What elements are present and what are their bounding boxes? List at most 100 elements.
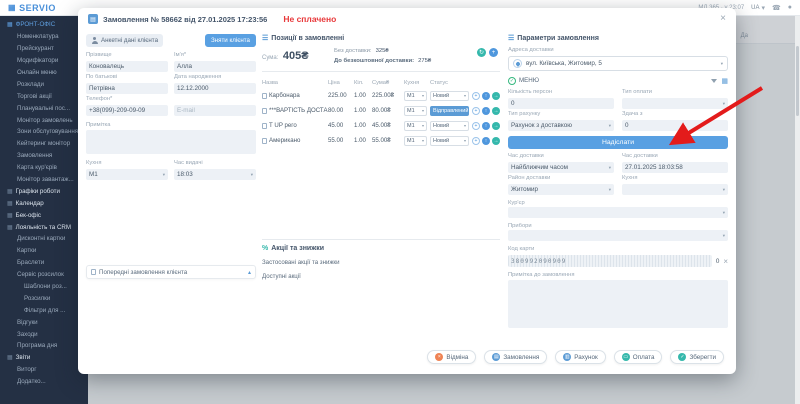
promos-available-row[interactable]: Доступні акції <box>262 273 301 280</box>
send-button[interactable]: Надіслати <box>508 136 728 149</box>
lastname-input[interactable]: Коновалець <box>86 61 168 72</box>
sidebar-item[interactable]: ▦ Розсилки <box>0 292 88 304</box>
sidebar-item[interactable]: ▦ Номенклатура <box>0 31 88 43</box>
issue-time-select[interactable]: 18:03 ▾ <box>174 169 256 180</box>
sidebar-item[interactable]: ▦ Фільтри для ... <box>0 304 88 316</box>
patronymic-input[interactable]: Петрівна <box>86 83 168 94</box>
change-input[interactable]: 0 <box>622 120 728 131</box>
language-selector[interactable]: UA ▾ <box>751 4 765 12</box>
district-select[interactable]: Житомир ▾ <box>508 184 614 195</box>
payment-type-select[interactable]: ▾ <box>622 98 728 109</box>
row-add-icon[interactable]: + <box>472 106 480 115</box>
sidebar-item[interactable]: ▦ Календар <box>0 197 88 209</box>
sidebar-item[interactable]: ▦ Дисконтні картки <box>0 233 88 245</box>
row-send-icon[interactable]: → <box>492 106 500 115</box>
row-send-icon[interactable]: → <box>492 121 500 130</box>
kitchen-select[interactable]: М1 ▾ <box>86 169 168 180</box>
item-kitchen-select[interactable]: М1 ▾ <box>404 105 427 116</box>
footer-button[interactable]: ▥ Рахунок <box>555 350 606 364</box>
sidebar-item[interactable]: ▦ Лояльність та CRM ▾ <box>0 221 88 233</box>
promos-applied-row[interactable]: Застосовані акції та знижки <box>262 259 340 266</box>
item-status-select[interactable]: Новий ▾ <box>430 135 469 146</box>
client-note-input[interactable] <box>86 130 256 154</box>
footer-button[interactable]: × Відміна <box>427 350 477 364</box>
row-up-icon[interactable]: ↑ <box>482 121 490 130</box>
sidebar-item[interactable]: ▦ Шаблони роз... <box>0 281 88 293</box>
section-icon: ▦ <box>7 188 13 195</box>
row-add-icon[interactable]: + <box>472 136 480 145</box>
sidebar-item[interactable]: ▦ Замовлення <box>0 150 88 162</box>
invoice-type-select[interactable]: Рахунок з доставкою ▾ <box>508 120 614 131</box>
menu-grid-icon[interactable]: ▦ <box>721 77 728 85</box>
row-send-icon[interactable]: → <box>492 136 500 145</box>
phone-icon[interactable]: ☎ <box>772 4 781 12</box>
firstname-input[interactable]: Алла <box>174 61 256 72</box>
sidebar-item[interactable]: ▦ Прейскурант <box>0 43 88 55</box>
sidebar-item[interactable]: ▦ Торгові акції <box>0 90 88 102</box>
row-add-icon[interactable]: + <box>472 121 480 130</box>
footer-button[interactable]: ✓ Зберегти <box>670 350 724 364</box>
persons-input[interactable]: 0 <box>508 98 614 109</box>
email-input[interactable]: E-mail <box>174 105 256 116</box>
item-status-select[interactable]: Відправлений ▾ <box>430 105 469 116</box>
sidebar-item[interactable]: ▦ Зони обслуговування <box>0 126 88 138</box>
close-icon[interactable]: × <box>720 13 726 24</box>
item-kitchen-select[interactable]: М1 ▾ <box>404 90 427 101</box>
sidebar-item[interactable]: ▦ Кейтеринг монітор <box>0 138 88 150</box>
delivery-address-select[interactable]: вул. Київська, Житомир, 5 ▾ <box>508 56 728 71</box>
sidebar-item[interactable]: ▦ Браслети <box>0 257 88 269</box>
previous-orders-toggle[interactable]: Попередні замовлення клієнта ▴ <box>86 265 256 279</box>
item-status-select[interactable]: Новий ▾ <box>430 120 469 131</box>
remove-client-button[interactable]: Зняти клієнта <box>204 34 256 47</box>
footer-button[interactable]: ▭ Оплата <box>613 350 663 364</box>
order-note-input[interactable] <box>508 280 728 328</box>
sidebar-item[interactable]: ▦ ФРОНТ-ОФІС <box>0 19 88 31</box>
refresh-icon[interactable]: ↻ <box>477 48 486 57</box>
birthdate-input[interactable]: 12.12.2000 <box>174 83 256 94</box>
sidebar-item[interactable]: ▦ Звіти <box>0 352 88 364</box>
sidebar-item[interactable]: ▦ Картки <box>0 245 88 257</box>
row-up-icon[interactable]: ↑ <box>482 136 490 145</box>
sidebar-item[interactable]: ▦ Монітор замовлень <box>0 114 88 126</box>
sidebar-item[interactable]: ▦ Сервіс розсилок ▾ <box>0 269 88 281</box>
item-status-select[interactable]: Новий ▾ <box>430 90 469 101</box>
clear-card-icon[interactable]: × <box>723 256 728 266</box>
footer-button-icon: ✓ <box>678 353 687 361</box>
sidebar-item[interactable]: ▦ Карта кур'єрів <box>0 162 88 174</box>
params-kitchen-select[interactable]: ▾ <box>622 184 728 195</box>
user-icon[interactable]: ● <box>787 4 792 11</box>
sidebar-item[interactable]: ▦ Відгуки <box>0 316 88 328</box>
add-item-icon[interactable]: + <box>489 48 498 57</box>
row-up-icon[interactable]: ↑ <box>482 91 490 100</box>
tab-client-data[interactable]: Анкетні дані клієнта <box>86 34 164 47</box>
row-add-icon[interactable]: + <box>472 91 480 100</box>
sidebar-item[interactable]: ▦ Графіки роботи <box>0 185 88 197</box>
card-code-value[interactable]: 380992090909 <box>508 255 712 267</box>
sidebar-item[interactable]: ▦ Розклади <box>0 78 88 90</box>
row-send-icon[interactable]: → <box>492 91 500 100</box>
sidebar-item[interactable]: ▦ Модифікатори <box>0 55 88 67</box>
order-note-label: Примітка до замовлення <box>508 272 575 278</box>
payment-status-badge: Не сплачено <box>283 14 337 24</box>
item-qty: 1.00 <box>354 137 366 144</box>
sidebar-item[interactable]: ▦ Монітор завантаж... <box>0 174 88 186</box>
funnel-icon[interactable] <box>711 78 718 83</box>
courier-select[interactable]: ▾ <box>508 207 728 218</box>
delivery-time-select[interactable]: Найближчим часом ▾ <box>508 162 614 173</box>
phone-input[interactable]: +38(099)-209-09-09 <box>86 105 168 116</box>
sidebar-item[interactable]: ▦ Бек-офіс <box>0 209 88 221</box>
delivery-datetime-input[interactable]: 27.01.2025 18:03:58 <box>622 162 728 173</box>
scrollbar-thumb[interactable] <box>796 46 799 116</box>
cutlery-select[interactable]: ▾ <box>508 230 728 241</box>
footer-button[interactable]: ▤ Замовлення <box>484 350 548 364</box>
row-up-icon[interactable]: ↑ <box>482 106 490 115</box>
item-kitchen-select[interactable]: М1 ▾ <box>404 135 427 146</box>
sidebar-item[interactable]: ▦ Додатко... <box>0 376 88 388</box>
sidebar-item[interactable]: ▦ Програма дня <box>0 340 88 352</box>
sidebar-item[interactable]: ▦ Виторг <box>0 364 88 376</box>
item-kitchen-select[interactable]: М1 ▾ <box>404 120 427 131</box>
sidebar-item[interactable]: ▦ Онлайн меню <box>0 67 88 79</box>
sidebar-item[interactable]: ▦ Заходи <box>0 328 88 340</box>
page-scrollbar[interactable] <box>795 16 800 404</box>
sidebar-item[interactable]: ▦ Планувальні пос... <box>0 102 88 114</box>
